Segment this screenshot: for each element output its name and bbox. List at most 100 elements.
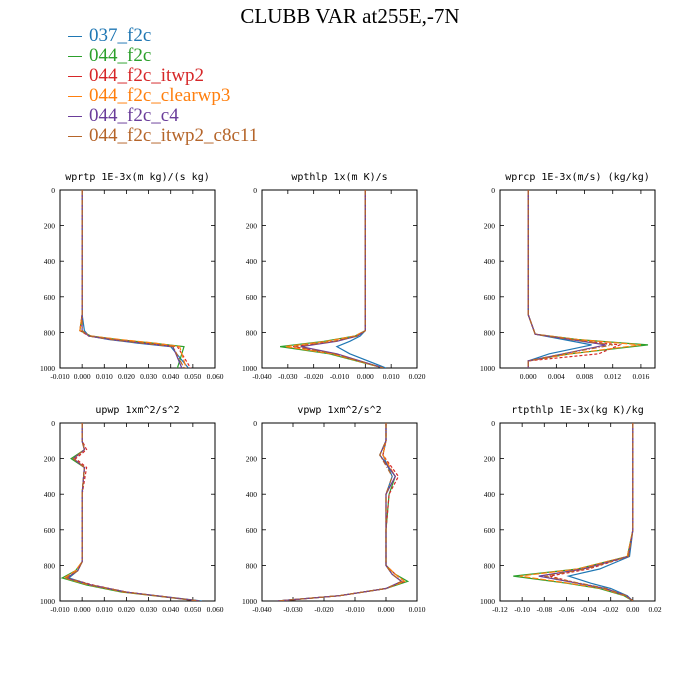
x-tick-label: 0.000 — [520, 372, 537, 381]
x-tick-label: 0.004 — [548, 372, 565, 381]
y-tick-label: 200 — [246, 455, 258, 464]
x-tick-label: 0.060 — [207, 605, 224, 614]
x-tick-label: 0.020 — [118, 372, 135, 381]
x-tick-label: 0.050 — [184, 372, 201, 381]
x-tick-label: 0.00 — [626, 605, 639, 614]
y-tick-label: 1000 — [242, 364, 257, 373]
chart-title: CLUBB VAR at255E,-7N — [240, 4, 460, 28]
x-tick-label: 0.020 — [409, 372, 426, 381]
x-tick-label: 0.000 — [357, 372, 374, 381]
legend-item: 044_f2c_itwp2_c8c11 — [68, 126, 258, 146]
y-tick-label: 400 — [484, 257, 496, 266]
y-tick-label: 200 — [44, 455, 56, 464]
panel: wpthlp 1x(m K)/s -0.040 -0.030 -0.020 -0.010… — [242, 172, 426, 381]
y-tick-label: 200 — [484, 222, 496, 231]
axes-frame — [499, 189, 656, 369]
series-line — [277, 423, 403, 601]
y-tick-label: 600 — [44, 526, 56, 535]
panel: wprtp 1E-3x(m kg)/(s kg) -0.010 0.000 0.010… — [40, 172, 224, 381]
x-tick-label: -0.010 — [345, 605, 365, 614]
x-tick-label: -0.10 — [514, 605, 530, 614]
x-tick-label: 0.010 — [96, 372, 113, 381]
x-tick-label: -0.020 — [304, 372, 324, 381]
y-tick-label: 800 — [246, 561, 258, 570]
legend-item: 044_f2c_itwp2 — [68, 66, 258, 86]
x-tick-label: -0.010 — [50, 605, 70, 614]
x-tick-label: 0.040 — [162, 372, 179, 381]
panel: upwp 1xm^2/s^2 -0.010 0.000 0.010 0.020 0.030… — [40, 405, 224, 614]
x-tick-label: -0.020 — [314, 605, 334, 614]
x-tick-label: -0.08 — [536, 605, 552, 614]
y-tick-label: 200 — [44, 222, 56, 231]
y-tick-label: 0 — [253, 186, 257, 195]
series-line — [81, 190, 185, 368]
panel: rtpthlp 1E-3x(kg K)/kg -0.12 -0.10 -0.08 -0.… — [480, 405, 662, 614]
y-tick-label: 1000 — [480, 364, 495, 373]
legend-label: 044_f2c_clearwp3 — [89, 85, 231, 106]
x-tick-label: -0.040 — [252, 605, 272, 614]
y-tick-label: 400 — [246, 257, 258, 266]
axes-frame — [261, 189, 418, 369]
series-line — [544, 423, 634, 601]
legend-swatch — [68, 116, 82, 118]
y-tick-label: 1000 — [480, 597, 495, 606]
series-line — [527, 190, 606, 368]
x-tick-label: -0.010 — [50, 372, 70, 381]
series-line — [65, 423, 200, 601]
y-tick-label: 600 — [484, 526, 496, 535]
series-line — [300, 190, 384, 368]
x-tick-label: -0.030 — [278, 372, 298, 381]
y-tick-label: 600 — [484, 293, 496, 302]
y-tick-label: 800 — [44, 328, 56, 337]
series-line — [60, 423, 200, 601]
panel-title: upwp 1xm^2/s^2 — [95, 405, 179, 416]
x-tick-label: 0.030 — [140, 372, 157, 381]
x-tick-label: 0.016 — [632, 372, 649, 381]
y-tick-label: 1000 — [40, 597, 55, 606]
series-line — [277, 423, 403, 601]
x-tick-label: 0.008 — [576, 372, 593, 381]
x-tick-label: 0.000 — [74, 605, 91, 614]
legend-item: 044_f2c — [68, 46, 258, 66]
legend-swatch — [68, 96, 82, 98]
series-line — [335, 190, 387, 368]
x-tick-label: 0.040 — [162, 605, 179, 614]
y-tick-label: 400 — [246, 490, 258, 499]
panel: vpwp 1xm^2/s^2 -0.040 -0.030 -0.020 -0.010 0.… — [242, 405, 426, 614]
x-tick-label: 0.010 — [383, 372, 400, 381]
legend-swatch — [68, 36, 82, 38]
y-tick-label: 1000 — [242, 597, 257, 606]
x-tick-label: 0.010 — [409, 605, 426, 614]
axes-frame — [261, 422, 418, 602]
panel-title: rtpthlp 1E-3x(kg K)/kg — [511, 405, 643, 416]
series-line — [67, 423, 202, 601]
panel-title: vpwp 1xm^2/s^2 — [297, 405, 381, 416]
y-tick-label: 0 — [491, 186, 495, 195]
x-tick-label: 0.000 — [378, 605, 395, 614]
legend-label: 044_f2c_c4 — [89, 105, 179, 126]
x-tick-label: -0.06 — [559, 605, 575, 614]
x-tick-label: 0.030 — [140, 605, 157, 614]
series-line — [79, 190, 187, 368]
axes-frame — [499, 422, 656, 602]
legend-item: 037_f2c — [68, 26, 258, 46]
series-line — [527, 190, 649, 368]
x-tick-label: 0.012 — [604, 372, 621, 381]
x-tick-label: -0.040 — [252, 372, 272, 381]
series-line — [549, 423, 634, 601]
panel: wprcp 1E-3x(m/s) (kg/kg) 0.000 0.004 0.008 0… — [480, 172, 656, 381]
y-tick-label: 1000 — [40, 364, 55, 373]
series-line — [566, 423, 634, 601]
legend-swatch — [68, 76, 82, 78]
legend-swatch — [68, 56, 82, 58]
x-tick-label: -0.04 — [581, 605, 597, 614]
y-tick-label: 0 — [51, 419, 55, 428]
series-line — [277, 423, 403, 601]
x-tick-label: 0.02 — [648, 605, 661, 614]
series-line — [295, 190, 384, 368]
x-tick-label: 0.020 — [118, 605, 135, 614]
legend-label: 044_f2c_itwp2_c8c11 — [89, 125, 259, 146]
y-tick-label: 800 — [484, 328, 496, 337]
series-line — [513, 423, 634, 601]
legend-label: 037_f2c — [89, 25, 152, 46]
